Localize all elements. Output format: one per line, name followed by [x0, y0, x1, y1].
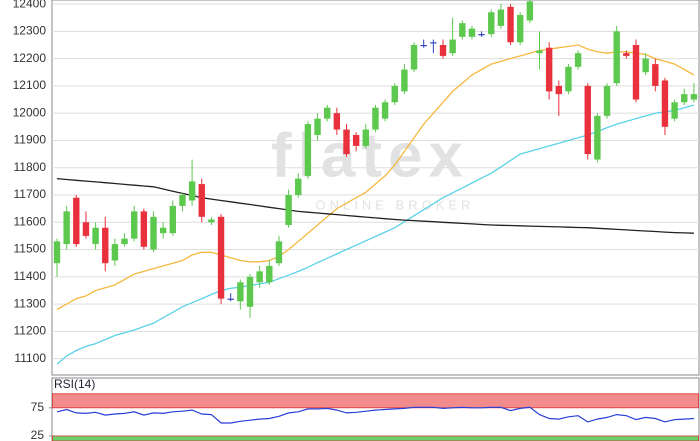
candle-body	[324, 107, 331, 119]
y-tick-label: 12200	[13, 51, 47, 65]
candle-body	[82, 222, 90, 236]
y-tick-label: 11300	[14, 296, 47, 310]
candle-body	[237, 282, 244, 302]
candle-body	[63, 211, 70, 245]
candle-body	[53, 241, 61, 264]
candle-body	[140, 211, 148, 247]
candle-body	[73, 197, 80, 245]
y-tick-label: 12400	[13, 0, 47, 10]
y-tick-label: 11600	[14, 214, 47, 228]
candle-body	[227, 298, 234, 300]
candle-body	[497, 9, 505, 26]
candle-body	[401, 69, 408, 92]
candle-body	[343, 129, 350, 155]
candle-body	[671, 102, 678, 119]
candle-body	[372, 107, 379, 130]
candle-body	[478, 34, 485, 36]
candle-body	[623, 53, 630, 56]
candle-body	[362, 129, 369, 146]
y-tick-label: 11700	[14, 187, 47, 201]
candle-body	[102, 227, 109, 264]
rsi-label: RSI(14)	[54, 377, 95, 391]
candle-body	[121, 238, 128, 245]
y-tick-label: 12300	[13, 24, 47, 38]
candle-body	[468, 28, 476, 37]
candle-body	[131, 211, 138, 239]
candle-body	[613, 31, 620, 84]
candle-body	[188, 181, 196, 201]
y-tick-label: 11500	[14, 242, 47, 256]
candle-body	[439, 45, 447, 56]
candle-body	[661, 80, 669, 127]
candle-body	[594, 115, 601, 160]
y-tick-label: 11200	[14, 324, 47, 338]
candle-body	[304, 124, 312, 176]
candle-body	[488, 12, 495, 35]
candle-body	[574, 53, 582, 67]
candle-body	[565, 66, 572, 92]
candle-body	[681, 94, 688, 103]
candle-body	[198, 184, 205, 217]
y-tick-label: 11400	[14, 269, 47, 283]
candle-body	[449, 39, 456, 54]
candle-body	[314, 118, 321, 135]
candle-body	[285, 195, 292, 225]
candle-body	[352, 135, 360, 146]
candle-body	[159, 227, 167, 234]
candle-body	[179, 195, 186, 206]
moving-average-line	[56, 177, 694, 234]
y-tick-label: 12000	[13, 105, 47, 119]
candle-body	[169, 205, 176, 234]
candle-body	[381, 102, 389, 119]
candle-body	[256, 271, 263, 283]
candle-body	[410, 45, 418, 70]
candle-body	[246, 276, 254, 307]
candle-body	[536, 50, 543, 54]
candle-body	[266, 265, 273, 283]
candle-body	[111, 244, 119, 261]
candle-body	[217, 216, 225, 299]
candle-body	[545, 47, 553, 92]
candle-body	[603, 85, 611, 116]
candle-body	[150, 216, 157, 250]
candle-body	[295, 178, 302, 195]
candle-body	[430, 42, 437, 44]
rsi-band	[52, 435, 699, 441]
candle-body	[526, 1, 534, 21]
y-tick-label: 11800	[14, 160, 47, 174]
candle-body	[333, 113, 341, 130]
candle-body	[92, 227, 99, 245]
candle-body	[391, 85, 398, 103]
candle-body	[208, 219, 215, 223]
rsi-tick-label: 25	[31, 428, 45, 441]
y-tick-label: 12100	[13, 78, 47, 92]
moving-average-line	[56, 44, 695, 311]
candle-body	[517, 15, 524, 43]
candle-body	[642, 58, 649, 73]
candle-body	[459, 23, 466, 37]
watermark-sub: ONLINE BROKER	[316, 197, 475, 212]
candle-body	[555, 85, 562, 95]
y-tick-label: 11100	[14, 351, 46, 365]
candle-body	[690, 94, 698, 100]
rsi-band	[52, 393, 699, 409]
price-panel	[51, 0, 700, 376]
candle-body	[652, 64, 659, 86]
candle-body	[275, 241, 283, 264]
candle-body	[420, 45, 427, 47]
y-tick-label: 11900	[14, 133, 47, 147]
candle-body	[632, 45, 640, 100]
candle-body	[584, 85, 591, 155]
rsi-line	[56, 406, 694, 424]
rsi-tick-label: 75	[31, 400, 45, 414]
candle-body	[507, 6, 514, 43]
